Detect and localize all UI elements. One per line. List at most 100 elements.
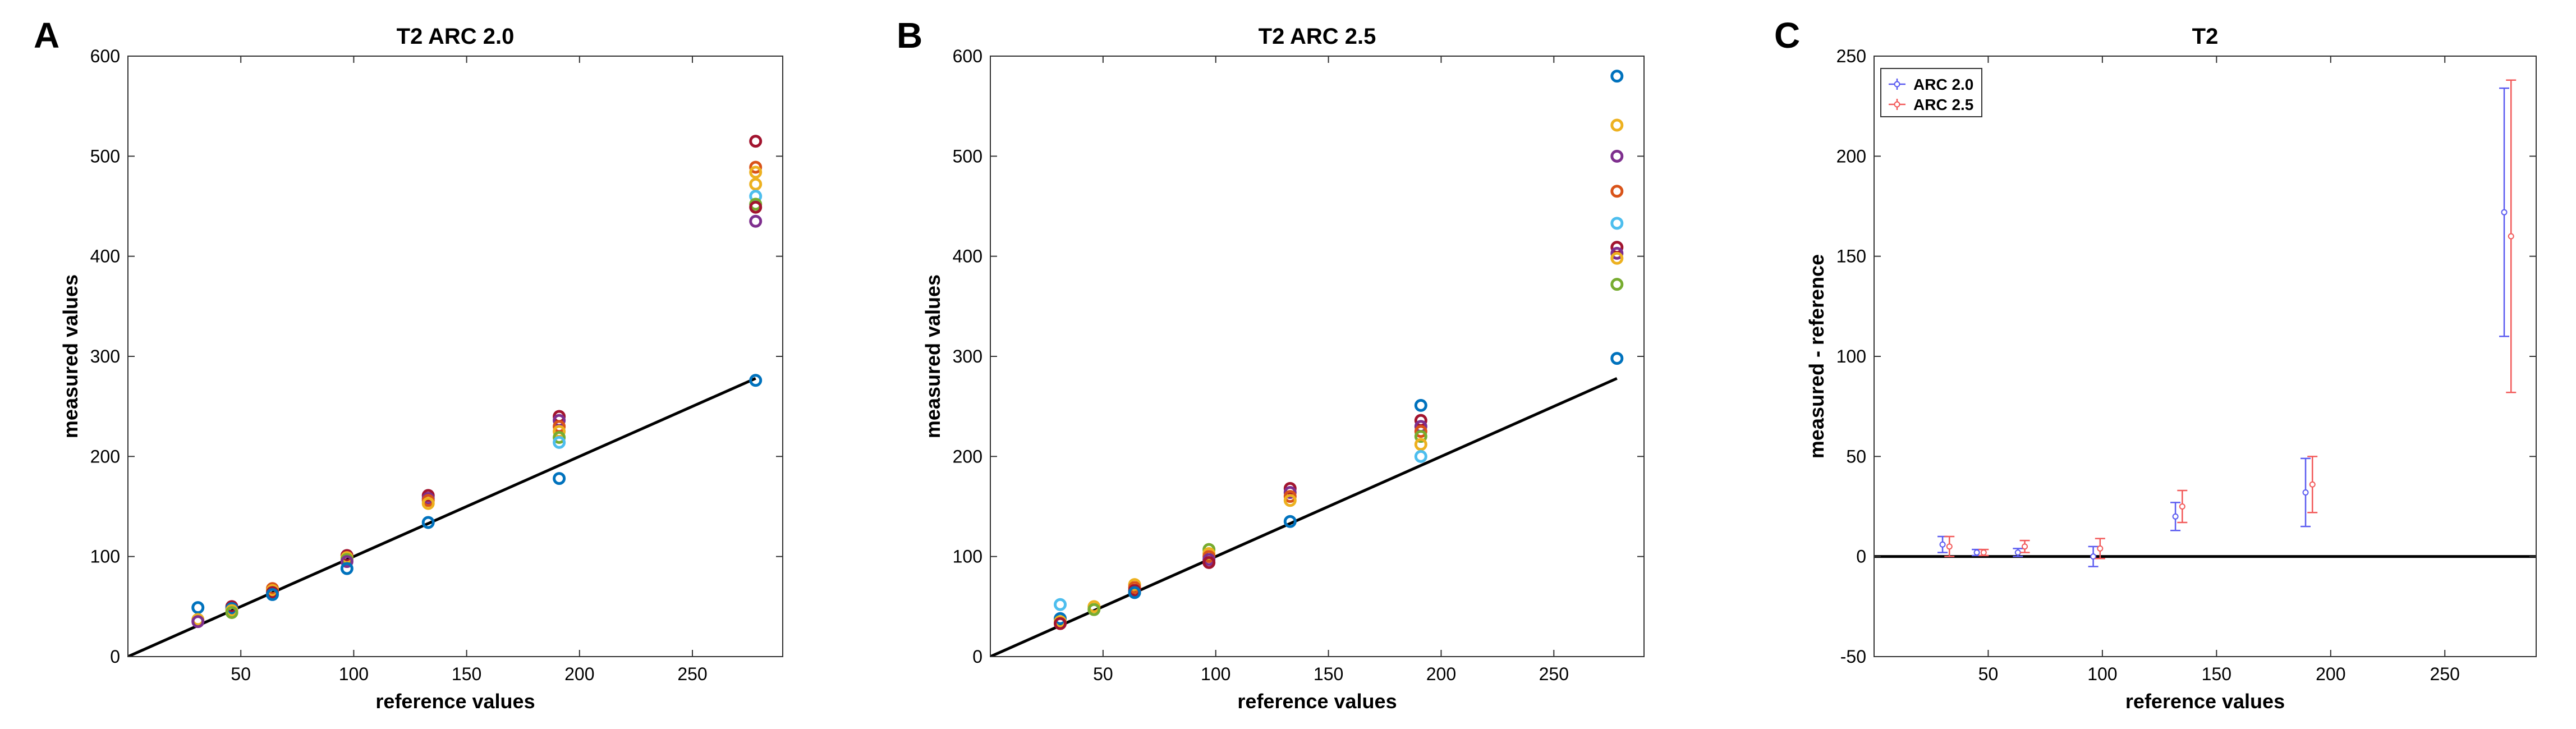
data-point: [1980, 549, 1987, 556]
y-tick-label: 300: [953, 346, 982, 366]
data-point: [749, 161, 763, 174]
x-tick-label: 50: [1978, 664, 1999, 684]
panel-letter: A: [34, 15, 59, 56]
data-point: [191, 615, 205, 629]
data-point: [1283, 515, 1297, 528]
identity-line: [128, 377, 756, 657]
x-tick-label: 50: [1093, 664, 1113, 684]
data-point: [1202, 556, 1216, 569]
data-point: [1414, 398, 1427, 412]
y-tick-label: 150: [1836, 246, 1866, 267]
data-point: [749, 177, 763, 191]
y-tick-label: 250: [1836, 46, 1866, 66]
data-point: [1610, 70, 1624, 83]
x-tick-label: 250: [2430, 664, 2460, 684]
x-axis-label: reference values: [375, 690, 535, 713]
x-tick-label: 150: [2202, 664, 2231, 684]
data-point: [749, 374, 763, 387]
x-axis-label: reference values: [1237, 690, 1397, 713]
y-tick-label: 500: [953, 146, 982, 166]
data-point: [1610, 246, 1624, 260]
data-point: [2179, 503, 2185, 510]
y-tick-label: 0: [110, 647, 120, 667]
data-point: [2302, 489, 2309, 496]
data-point: [340, 555, 353, 568]
data-point: [1414, 425, 1427, 438]
chart-title: T2 ARC 2.5: [1259, 24, 1376, 49]
data-point: [1610, 149, 1624, 163]
chart-panel-3: C T2 50 100 150 200 250 -50 0 50 100 150 200 250 refer…: [1774, 15, 2537, 713]
y-tick-label: 100: [953, 547, 982, 567]
x-tick-label: 50: [231, 664, 251, 684]
data-point: [421, 516, 435, 529]
data-point: [749, 214, 763, 228]
data-point: [1283, 494, 1297, 507]
axes-frame: [127, 56, 783, 657]
x-tick-label: 200: [2316, 664, 2345, 684]
x-tick-label: 100: [1201, 664, 1230, 684]
y-axis-label: measured - reference: [1805, 254, 1828, 459]
x-tick-label: 150: [1314, 664, 1343, 684]
y-tick-label: 0: [972, 647, 982, 667]
data-point: [1946, 543, 1953, 550]
data-point: [749, 200, 763, 214]
data-point: [1610, 118, 1624, 132]
data-point: [2097, 545, 2104, 552]
data-point: [553, 430, 566, 444]
y-tick-label: 200: [90, 446, 120, 466]
data-point: [749, 166, 763, 179]
chart-title: T2: [2192, 24, 2219, 49]
y-tick-label: 50: [1846, 446, 1866, 466]
data-point: [1128, 586, 1141, 599]
series-2: [1944, 79, 2517, 560]
data-point: [2309, 481, 2316, 488]
x-tick-label: 200: [1426, 664, 1456, 684]
legend-entry: ARC 2.0: [1913, 76, 1973, 93]
data-point: [340, 562, 353, 575]
x-axis-label: reference values: [2125, 690, 2285, 713]
data-point: [1414, 430, 1427, 443]
data-point: [2501, 209, 2508, 216]
data-point: [2172, 513, 2179, 520]
y-tick-label: -50: [1840, 647, 1866, 667]
legend-box: [1880, 68, 1982, 117]
data-point: [553, 472, 566, 485]
data-point: [1610, 185, 1624, 198]
x-tick-label: 250: [1539, 664, 1569, 684]
y-axis-label: measured values: [59, 274, 82, 438]
data-point: [1610, 251, 1624, 265]
y-tick-label: 200: [1836, 146, 1866, 166]
x-tick-label: 250: [677, 664, 707, 684]
x-tick-label: 200: [564, 664, 594, 684]
chart-title: T2 ARC 2.0: [397, 24, 515, 49]
identity-line: [990, 377, 1618, 657]
axes-frame: [1874, 56, 2537, 657]
legend-entry: ARC 2.5: [1913, 96, 1973, 113]
data-point: [2014, 549, 2021, 556]
x-tick-label: 100: [339, 664, 369, 684]
data-point: [553, 435, 566, 449]
data-point: [1414, 450, 1427, 463]
axes-frame: [990, 56, 1645, 657]
data-point: [266, 588, 279, 601]
y-tick-label: 400: [953, 246, 982, 267]
data-point: [2022, 543, 2028, 550]
data-point: [1414, 438, 1427, 451]
y-tick-label: 0: [1856, 547, 1866, 567]
data-point: [1054, 598, 1067, 611]
chart-panel-1: A T2 ARC 2.0 50 100 150 200 250 0 100 200 300 400 50…: [34, 15, 783, 713]
data-point: [191, 601, 205, 615]
y-tick-label: 200: [953, 446, 982, 466]
y-axis-label: measured values: [921, 274, 944, 438]
legend-swatch-marker: [1894, 101, 1900, 108]
data-point: [421, 497, 435, 510]
data-point: [2090, 553, 2097, 560]
data-point: [2508, 233, 2514, 240]
data-point: [1939, 541, 1946, 548]
panel-letter: B: [897, 15, 922, 56]
y-tick-label: 500: [90, 146, 120, 166]
legend: ARC 2.0 ARC 2.5: [1880, 68, 1982, 117]
data-point: [1610, 278, 1624, 291]
panel-letter: C: [1774, 15, 1800, 56]
